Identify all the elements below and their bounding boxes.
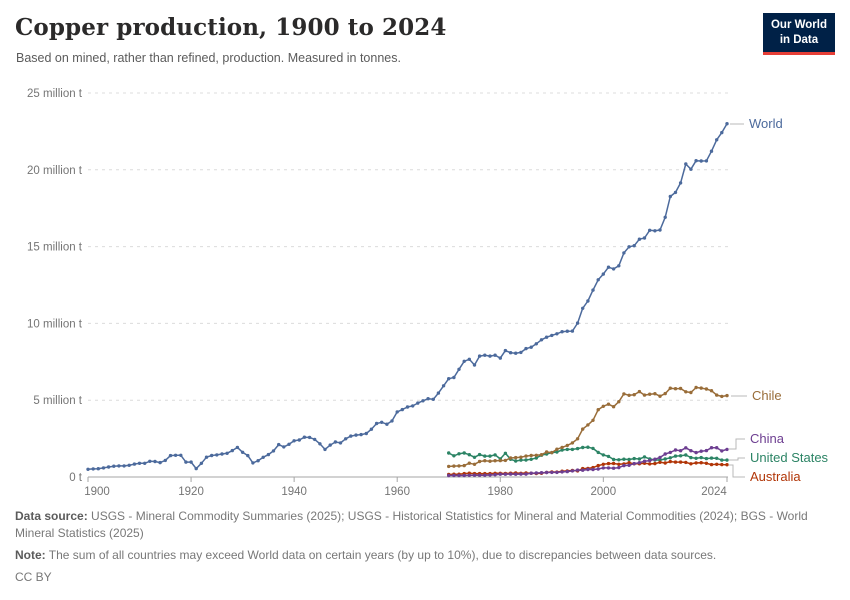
series-china[interactable] [447,446,729,478]
series-label-china[interactable]: China [750,431,785,446]
x-tick-label: 1940 [281,486,307,498]
y-tick-label: 25 million t [27,88,83,100]
owid-logo[interactable]: Our World in Data [762,13,835,55]
y-tick-label: 10 million t [27,318,83,330]
owid-logo-line2: in Data [779,33,819,46]
series-label-world[interactable]: World [749,116,783,131]
series-line-world[interactable] [87,122,728,471]
footer-note-label: Note: [15,548,46,563]
series-chile[interactable] [447,385,729,469]
series-world[interactable] [86,122,729,471]
x-tick-label: 2000 [591,486,617,498]
license-cc-by[interactable]: CC BY [15,570,52,585]
y-tick-label: 0 t [69,472,83,484]
series-label-australia[interactable]: Australia [750,469,801,484]
footer-note-text: The sum of all countries may exceed Worl… [48,548,717,563]
y-tick-label: 5 million t [33,395,82,407]
series-labels: World United States Chile Australia China [729,116,829,484]
x-tick-label: 1960 [384,486,410,498]
footer-source: Data source: USGS - Mineral Commodity Su… [15,508,820,542]
x-tick-label: 1920 [178,486,204,498]
chart-subtitle: Based on mined, rather than refined, pro… [16,51,401,65]
footer-note: Note: The sum of all countries may excee… [15,547,820,564]
series-label-united-states[interactable]: United States [750,450,829,465]
footer-source-text: USGS - Mineral Commodity Summaries (2025… [15,509,808,541]
x-tick-label: 1900 [84,486,110,498]
x-tick-label: 1980 [487,486,513,498]
chart-footer: Data source: USGS - Mineral Commodity Su… [15,508,820,591]
y-tick-label: 15 million t [27,242,83,254]
x-axis: 1900 1920 1940 1960 1980 2000 2024 [84,477,728,498]
x-tick-label: 2024 [701,486,727,498]
chart-title: Copper production, 1900 to 2024 [15,14,447,41]
y-axis: 0 t 5 million t 10 million t 15 million t 20… [27,88,728,484]
footer-source-label: Data source: [15,509,88,523]
owid-logo-line1: Our World [770,19,827,31]
series-label-chile[interactable]: Chile [752,388,782,403]
y-tick-label: 20 million t [27,165,83,177]
